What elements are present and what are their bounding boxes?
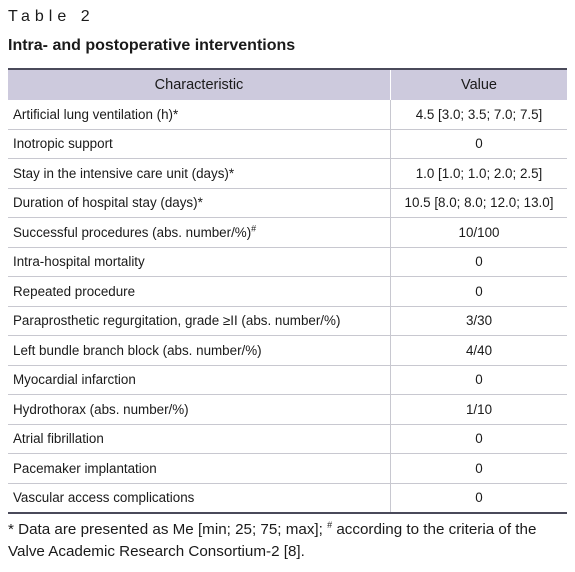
table-row: Duration of hospital stay (days)* 10.5 [8… — [8, 188, 567, 218]
table-row: Inotropic support 0 — [8, 129, 567, 159]
characteristic-text: Artificial lung ventilation (h)* — [13, 106, 179, 122]
characteristic-text: Intra-hospital mortality — [13, 254, 145, 270]
characteristic-text: Repeated procedure — [13, 283, 136, 299]
table-row: Myocardial infarction 0 — [8, 365, 567, 395]
table-row: Hydrothorax (abs. number/%) 1/10 — [8, 394, 567, 425]
characteristic-text: Myocardial infarction — [13, 372, 136, 388]
table-row: Successful procedures (abs. number/%)# 10… — [8, 217, 567, 248]
table-body: Artificial lung ventilation (h)* 4.5 [3.0… — [8, 100, 567, 514]
table-row: Intra-hospital mortality 0 — [8, 247, 567, 277]
characteristic-text: Paraprosthetic regurgitation, grade ≥II … — [13, 313, 341, 329]
characteristic-cell: Repeated procedure — [8, 276, 391, 307]
characteristic-cell: Hydrothorax (abs. number/%) — [8, 394, 391, 425]
table-row: Vascular access complications 0 — [8, 483, 567, 514]
table-row: Pacemaker implantation 0 — [8, 453, 567, 484]
value-cell: 4.5 [3.0; 3.5; 7.0; 7.5] — [390, 100, 567, 130]
header-row: Characteristic Value — [8, 68, 567, 100]
characteristic-text: Duration of hospital stay (days)* — [13, 195, 203, 211]
value-cell: 0 — [390, 483, 567, 514]
footnote: * Data are presented as Me [min; 25; 75;… — [8, 519, 570, 563]
value-cell: 1/10 — [390, 394, 567, 425]
header-cell: Characteristic — [8, 68, 391, 100]
characteristic-text: Left bundle branch block (abs. number/%) — [13, 342, 262, 358]
characteristic-cell: Myocardial infarction — [8, 365, 391, 395]
value-cell: 3/30 — [390, 306, 567, 336]
characteristic-cell: Successful procedures (abs. number/%)# — [8, 217, 391, 248]
characteristic-text: Inotropic support — [13, 136, 113, 152]
table-row: Repeated procedure 0 — [8, 276, 567, 307]
characteristic-cell: Stay in the intensive care unit (days)* — [8, 158, 391, 189]
value-cell: 0 — [390, 365, 567, 395]
value-cell: 1.0 [1.0; 1.0; 2.0; 2.5] — [390, 158, 567, 189]
characteristic-cell: Left bundle branch block (abs. number/%) — [8, 335, 391, 366]
characteristic-cell: Paraprosthetic regurgitation, grade ≥II … — [8, 306, 391, 336]
characteristic-text: Atrial fibrillation — [13, 431, 104, 447]
note-mark: # — [327, 519, 333, 530]
table-row: Atrial fibrillation 0 — [8, 424, 567, 454]
table-row: Paraprosthetic regurgitation, grade ≥II … — [8, 306, 567, 336]
footnote-text: * Data are presented as Me [min; 25; 75;… — [8, 521, 328, 538]
note-mark: # — [251, 223, 257, 234]
value-cell: 4/40 — [390, 335, 567, 366]
value-cell: 0 — [390, 247, 567, 277]
characteristic-text: Pacemaker implantation — [13, 460, 157, 476]
value-cell: 0 — [390, 424, 567, 454]
characteristic-cell: Vascular access complications — [8, 483, 391, 514]
characteristic-text: Vascular access complications — [13, 490, 195, 506]
characteristic-text: Stay in the intensive care unit (days)* — [13, 165, 235, 181]
table-title: Intra- and postoperative interventions — [8, 37, 296, 54]
value-cell: 0 — [390, 276, 567, 307]
characteristic-text: Hydrothorax (abs. number/%) — [13, 401, 189, 417]
characteristic-cell: Pacemaker implantation — [8, 453, 391, 484]
table-row: Artificial lung ventilation (h)* 4.5 [3.0… — [8, 100, 567, 130]
characteristic-cell: Duration of hospital stay (days)* — [8, 188, 391, 218]
value-cell: 0 — [390, 129, 567, 159]
table-label: Table 2 — [8, 8, 95, 25]
value-cell: 0 — [390, 453, 567, 484]
value-cell: 10/100 — [390, 217, 567, 248]
characteristic-text: Successful procedures (abs. number/%) — [13, 224, 252, 240]
footnote-text: according to the criteria of the Valve A… — [8, 521, 537, 560]
characteristic-cell: Artificial lung ventilation (h)* — [8, 100, 391, 130]
characteristic-cell: Inotropic support — [8, 129, 391, 159]
data-table: Characteristic Value Artificial lung ven… — [8, 68, 567, 514]
characteristic-cell: Atrial fibrillation — [8, 424, 391, 454]
table-row: Left bundle branch block (abs. number/%)… — [8, 335, 567, 366]
table-row: Stay in the intensive care unit (days)* 1… — [8, 158, 567, 189]
value-cell: 10.5 [8.0; 8.0; 12.0; 13.0] — [390, 188, 567, 218]
characteristic-cell: Intra-hospital mortality — [8, 247, 391, 277]
header-cell: Value — [390, 68, 567, 100]
